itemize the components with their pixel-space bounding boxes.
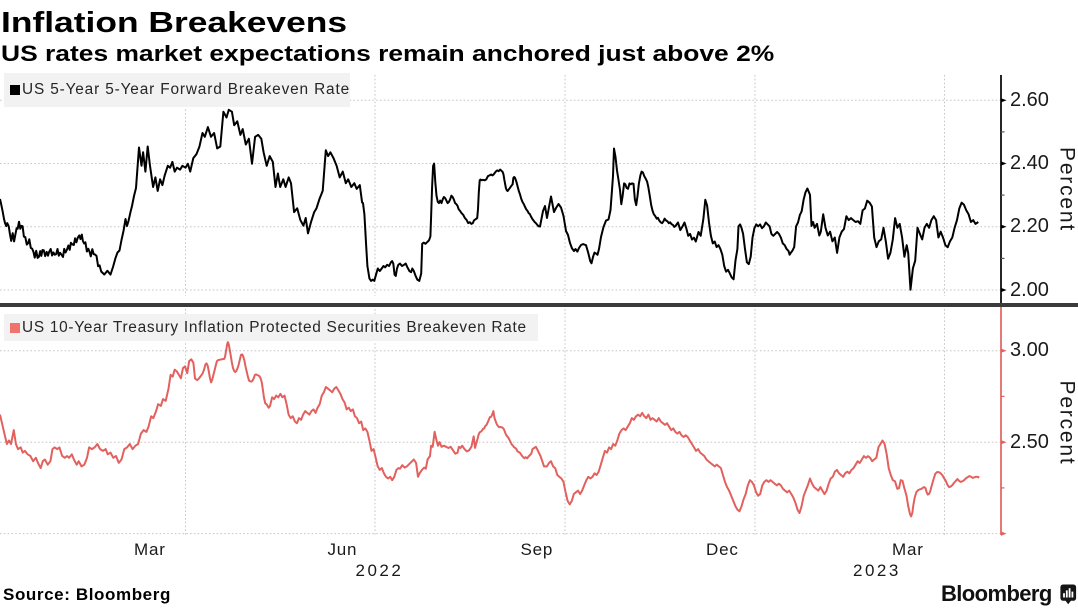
svg-text:Percent: Percent xyxy=(1056,147,1078,232)
svg-text:Percent: Percent xyxy=(1056,381,1078,466)
